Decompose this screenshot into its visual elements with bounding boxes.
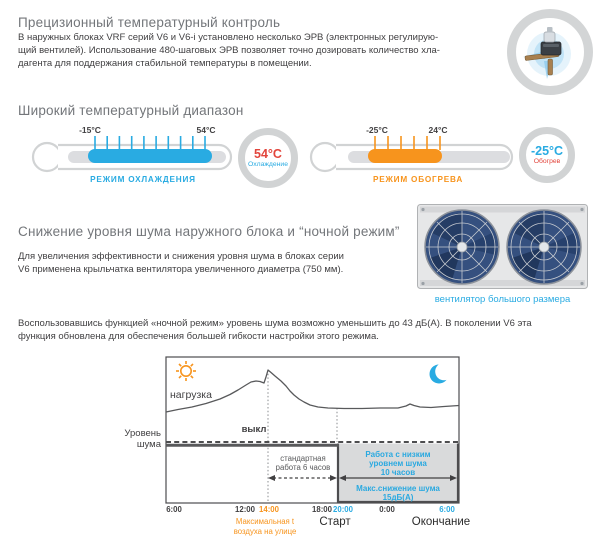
large-fan-image — [417, 204, 588, 289]
quiet-line: 10 часов — [380, 468, 416, 478]
heating-badge: -25°C Обогрев — [519, 127, 575, 183]
reduction-line: Макс.снижение шума — [356, 484, 440, 493]
paragraph-line: V6 применена крыльчатка вентилятора увел… — [18, 264, 344, 275]
x-label-20-00: 20:00 — [333, 505, 353, 514]
max-temp-line: Максимальная t — [235, 517, 295, 526]
load-curve — [165, 369, 460, 413]
valve-badge-ring — [507, 9, 593, 95]
moon-icon — [429, 362, 453, 384]
max-outdoor-temp-label: Максимальная t воздуха на улице — [234, 517, 297, 536]
quiet-line: Работа с низким — [365, 450, 431, 459]
end-label: Окончание — [411, 516, 471, 528]
noise-axis-line: Уровень — [124, 428, 161, 439]
precision-paragraph: В наружных блоках VRF серий V6 и V6-i ус… — [18, 31, 498, 70]
fan-right — [506, 209, 582, 285]
x-label-12-00: 12:00 — [235, 505, 255, 514]
sun-icon — [176, 361, 196, 381]
paragraph-line: Воспользовавшись функцией «ночной режим»… — [18, 318, 532, 329]
quiet-line: уровнем шума — [369, 459, 427, 469]
standard-line: работа 6 часов — [275, 463, 331, 472]
reduction-line: 15дБ(А) — [382, 493, 414, 503]
heating-badge-caption: Обогрев — [533, 157, 561, 165]
fan-left — [424, 209, 500, 285]
max-temp-line: воздуха на улице — [233, 526, 297, 536]
max-reduction-label: Макс.снижение шума 15дБ(А) — [356, 484, 440, 502]
noise-axis-line: шума — [136, 438, 161, 450]
start-label: Старт — [319, 516, 351, 528]
paragraph-line: дагента для поддержания стабильной темпе… — [18, 58, 312, 69]
night-paragraph: Воспользовавшись функцией «ночной режим»… — [18, 317, 598, 343]
paragraph-line: функция обновлена для обеспечения больше… — [18, 331, 379, 342]
cooling-badge-value: 54°C — [254, 146, 282, 161]
heating-badge-value: -25°C — [530, 143, 564, 158]
heating-mode-label: РЕЖИМ ОБОГРЕВА — [373, 175, 463, 184]
cooling-thermometer: -15°C 54°C РЕЖИМ ОХЛАЖДЕНИЯ — [31, 125, 233, 184]
fan-caption: вентилятор большого размера — [434, 294, 571, 305]
x-label-6-00-end: 6:00 — [439, 505, 455, 514]
quiet-period-arrow — [339, 475, 457, 481]
cooling-ticks — [94, 136, 206, 150]
standard-period-arrow — [268, 475, 337, 481]
noise-axis-label: Уровень шума — [100, 428, 161, 450]
heating-thermometer: -25°C 24°C РЕЖИМ ОБОГРЕВА — [309, 125, 514, 184]
paragraph-line: В наружных блоках VRF серий V6 и V6-i ус… — [18, 32, 439, 43]
noise-title: Снижение уровня шума наружного блока и “… — [18, 224, 400, 239]
off-label: выкл — [241, 424, 267, 435]
cooling-badge-caption: Охлаждение — [248, 160, 288, 168]
cooling-mode-label: РЕЖИМ ОХЛАЖДЕНИЯ — [90, 175, 196, 184]
heating-min-label: -25°C — [366, 125, 388, 135]
standard-line: стандартная — [280, 454, 326, 463]
night-region — [336, 443, 460, 504]
x-label-6-00: 6:00 — [166, 505, 182, 514]
x-label-14-00: 14:00 — [259, 505, 279, 514]
heating-ticks — [374, 136, 441, 150]
noise-chart: нагрузка выкл Уровень шума стандартная р… — [100, 352, 520, 543]
paragraph-line: Для увеличения эффективности и снижения … — [18, 251, 344, 262]
range-title: Широкий температурный диапазон — [18, 103, 244, 118]
quiet-operation-label: Работа с низким уровнем шума 10 часов — [365, 450, 430, 478]
expansion-valve-icon — [523, 27, 571, 79]
x-label-18-00: 18:00 — [312, 505, 332, 514]
heating-max-label: 24°C — [429, 125, 448, 135]
cooling-badge: 54°C Охлаждение — [238, 128, 298, 188]
x-label-0-00: 0:00 — [379, 505, 395, 514]
standard-operation-label: стандартная работа 6 часов — [276, 454, 331, 472]
noise-paragraph: Для увеличения эффективности и снижения … — [18, 250, 408, 276]
cooling-min-label: -15°C — [79, 125, 101, 135]
precision-title: Прецизионный температурный контроль — [18, 15, 281, 30]
paragraph-line: щий вентилей). Использование 480-шаговых… — [18, 45, 440, 56]
load-label: нагрузка — [170, 389, 212, 401]
cooling-max-label: 54°C — [197, 125, 216, 135]
noise-chart-canvas — [165, 356, 460, 504]
